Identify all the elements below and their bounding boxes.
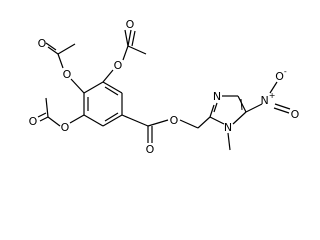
atom-label: N+ (261, 91, 276, 107)
atom-label: O (61, 121, 70, 134)
atom-label: N (224, 121, 232, 134)
atom-labels: O O O O O O O O N N N+ O- O (29, 18, 300, 156)
atom-label: O (170, 114, 179, 127)
atom-label: O- (275, 67, 287, 83)
atom-label: O (114, 59, 123, 72)
atom-label: O (126, 18, 135, 31)
bonds (37, 29, 291, 151)
atom-label: O (29, 115, 38, 128)
atom-label: O (38, 37, 47, 50)
molecule-diagram: O O O O O O O O N N N+ O- O (29, 18, 300, 156)
atom-label: O (146, 143, 155, 156)
atom-label: O (63, 68, 72, 81)
atom-label: O (291, 108, 300, 121)
atom-label: N (213, 90, 221, 103)
